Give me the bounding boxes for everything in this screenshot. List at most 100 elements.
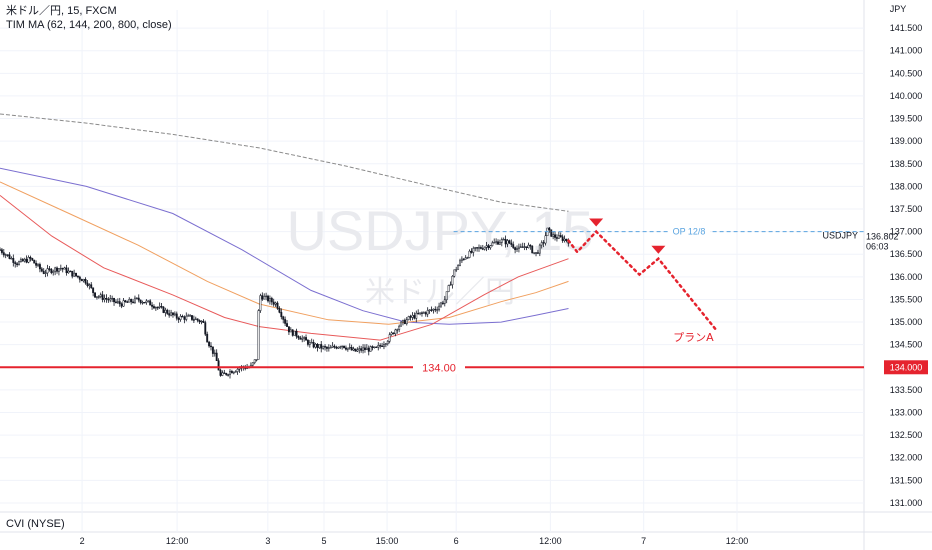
candle-body — [561, 236, 564, 241]
candle-body — [33, 259, 36, 264]
y-tick-label: 140.500 — [890, 68, 923, 78]
y-tick-label: 135.500 — [890, 294, 923, 304]
x-tick-label: 12:00 — [539, 536, 562, 546]
candle-body — [99, 294, 102, 297]
candle-body — [504, 239, 507, 245]
candle-body — [38, 264, 41, 270]
candle-body — [191, 315, 193, 320]
y-tick-label: 141.000 — [890, 46, 923, 56]
candle-body — [339, 346, 342, 348]
candle-body — [261, 295, 264, 300]
candle-body — [449, 284, 452, 286]
candle-body — [42, 270, 45, 274]
candle-body — [259, 295, 262, 311]
candle-body — [177, 317, 180, 320]
current-price-label: 136.802 — [866, 232, 899, 242]
candle-body — [314, 343, 317, 348]
x-tick-label: 6 — [454, 536, 459, 546]
candle-body — [405, 319, 408, 324]
candle-body — [139, 299, 142, 303]
candle-body — [189, 315, 192, 317]
candle-body — [402, 319, 404, 323]
candle-body — [101, 294, 104, 300]
candle-body — [238, 368, 241, 370]
candle-body — [364, 347, 366, 351]
lower-pane-label[interactable]: CVI (NYSE) — [6, 518, 65, 530]
candle-body — [232, 371, 235, 374]
candle-body — [268, 298, 271, 302]
candle-body — [489, 245, 492, 248]
candle-body — [483, 246, 486, 250]
y-tick-label: 139.500 — [890, 114, 923, 124]
candle-body — [149, 300, 152, 306]
y-tick-label: 138.000 — [890, 181, 923, 191]
plan-path — [567, 229, 719, 333]
candle-body — [383, 344, 385, 347]
symbol-line[interactable]: 米ドル／円, 15, FXCM — [6, 5, 117, 17]
candle-body — [445, 291, 448, 301]
candle-body — [278, 308, 281, 313]
candle-body — [126, 301, 129, 303]
candle-body — [436, 309, 439, 311]
candle-body — [111, 297, 114, 300]
indicator-line[interactable]: TIM MA (62, 144, 200, 800, close) — [6, 19, 172, 31]
candle-body — [479, 247, 482, 249]
time-axis[interactable]: 2 12:00 3 5 15:00 6 12:00 7 12:00 — [80, 536, 749, 546]
candle-body — [297, 336, 300, 339]
candle-body — [493, 242, 496, 244]
candle-body — [40, 268, 43, 272]
candle-body — [434, 308, 437, 311]
candle-body — [396, 329, 399, 331]
plan-marker-2 — [651, 245, 666, 254]
plan-label: プランA — [673, 331, 714, 344]
price-axis[interactable]: JPY 141.500 141.000 140.500 140.000 139.500 13… — [866, 4, 928, 508]
candle-body — [14, 262, 17, 264]
support-axis-label: 134.000 — [890, 362, 923, 372]
y-tick-label: 132.000 — [890, 453, 923, 463]
candle-body — [86, 282, 89, 286]
candle-body — [358, 348, 361, 351]
candle-body — [327, 347, 330, 349]
candle-body — [92, 287, 95, 293]
candle-body — [291, 329, 294, 336]
candle-body — [563, 238, 566, 241]
candle-body — [411, 315, 414, 318]
candle-body — [154, 306, 157, 309]
candle-body — [156, 306, 159, 309]
candle-body — [172, 312, 174, 316]
candle-body — [413, 315, 416, 319]
candle-body — [422, 312, 425, 314]
candle-body — [21, 259, 24, 262]
candle-body — [185, 315, 188, 320]
candle-body — [466, 257, 469, 259]
candle-body — [255, 359, 258, 361]
y-tick-label: 131.000 — [890, 498, 923, 508]
candle-body — [132, 301, 135, 303]
candle-body — [538, 244, 541, 254]
candle-body — [35, 262, 38, 266]
candle-body — [386, 341, 389, 345]
candle-body — [196, 318, 199, 321]
candle-body — [84, 278, 87, 284]
candle-body — [377, 345, 380, 348]
x-tick-label: 5 — [321, 536, 326, 546]
y-tick-label: 139.000 — [890, 136, 923, 146]
candle-body — [267, 295, 269, 302]
candle-body — [565, 238, 568, 241]
candle-body — [350, 347, 353, 351]
candle-body — [164, 309, 167, 313]
candle-body — [80, 279, 83, 282]
candle-body — [432, 308, 435, 311]
candle-body — [407, 316, 410, 320]
support-line-label: 134.00 — [422, 362, 456, 374]
x-tick-label: 15:00 — [376, 536, 399, 546]
candle-body — [557, 235, 560, 239]
candle-body — [130, 299, 133, 303]
candle-body — [67, 270, 70, 274]
candle-body — [141, 302, 144, 304]
candle-body — [337, 346, 340, 349]
candle-body — [455, 269, 458, 271]
candle-body — [173, 313, 176, 316]
